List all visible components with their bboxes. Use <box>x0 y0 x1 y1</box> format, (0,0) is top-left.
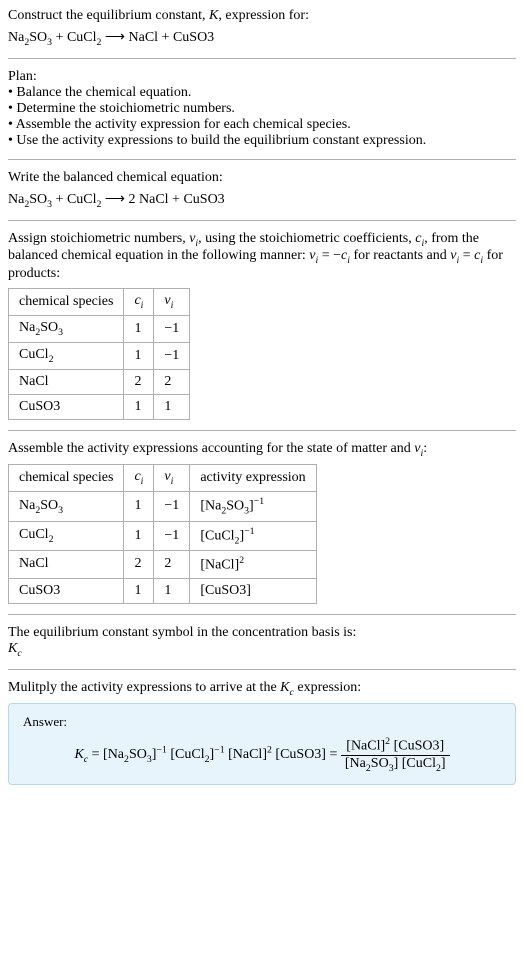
cell: 1 <box>124 342 154 369</box>
cell: 1 <box>124 394 154 419</box>
cell: 1 <box>124 315 154 342</box>
balanced-equation: Na2SO3 + CuCl2 ⟶ 2 NaCl + CuSO3 <box>8 190 516 210</box>
cell: −1 <box>154 521 190 550</box>
cell: CuCl2 <box>9 342 124 369</box>
balanced-section: Write the balanced chemical equation: Na… <box>8 170 516 210</box>
answer-label: Answer: <box>23 714 501 730</box>
plan-item: • Assemble the activity expression for e… <box>8 117 516 133</box>
unbalanced-equation: Na2SO3 + CuCl2 ⟶ NaCl + CuSO3 <box>8 28 516 48</box>
stoich-section: Assign stoichiometric numbers, νi , using… <box>8 231 516 420</box>
k-var: K <box>209 8 218 23</box>
answer-box: Answer: Kc = [Na2SO3]−1 [CuCl2]−1 [NaCl]… <box>8 703 516 784</box>
divider <box>8 159 516 160</box>
divider <box>8 614 516 615</box>
stoich-text-d: for reactants and <box>350 248 450 263</box>
plan-item: • Balance the chemical equation. <box>8 85 516 101</box>
divider <box>8 220 516 221</box>
divider <box>8 58 516 59</box>
cell: NaCl <box>9 551 124 579</box>
th-species: chemical species <box>9 289 124 316</box>
th-ci: ci <box>124 465 154 492</box>
header-section: Construct the equilibrium constant, K, e… <box>8 8 516 48</box>
cell: −1 <box>154 342 190 369</box>
answer-expression: Kc = [Na2SO3]−1 [CuCl2]−1 [NaCl]2 [CuSO3… <box>23 736 501 773</box>
activity-label-a: Assemble the activity expressions accoun… <box>8 441 414 456</box>
cell: CuSO3 <box>9 394 124 419</box>
th-activity: activity expression <box>190 465 316 492</box>
cell: 2 <box>154 551 190 579</box>
cell: [Na2SO3]−1 <box>190 492 316 521</box>
cell: −1 <box>154 492 190 521</box>
cell: 1 <box>124 492 154 521</box>
cell: 2 <box>124 551 154 579</box>
cell: [CuSO3] <box>190 578 316 603</box>
construct-line: Construct the equilibrium constant, K, e… <box>8 8 516 24</box>
plan-title: Plan: <box>8 69 516 85</box>
kc-symbol-label: The equilibrium constant symbol in the c… <box>8 625 516 641</box>
th-nui: νi <box>154 465 190 492</box>
multiply-section: Mulitply the activity expressions to arr… <box>8 680 516 698</box>
divider <box>8 669 516 670</box>
stoich-text-a: Assign stoichiometric numbers, <box>8 231 189 246</box>
multiply-label-a: Mulitply the activity expressions to arr… <box>8 680 280 695</box>
plan-section: Plan: • Balance the chemical equation. •… <box>8 69 516 149</box>
divider <box>8 430 516 431</box>
cell: 1 <box>154 578 190 603</box>
stoich-text: Assign stoichiometric numbers, νi, using… <box>8 231 516 283</box>
cell: NaCl <box>9 369 124 394</box>
cell: −1 <box>154 315 190 342</box>
cell: 1 <box>154 394 190 419</box>
balanced-label: Write the balanced chemical equation: <box>8 170 516 186</box>
stoich-table: chemical species ci νi Na2SO31−1 CuCl21−… <box>8 288 190 419</box>
activity-label: Assemble the activity expressions accoun… <box>8 441 516 459</box>
cell: [CuCl2]−1 <box>190 521 316 550</box>
cell: 1 <box>124 521 154 550</box>
activity-table: chemical species ci νi activity expressi… <box>8 464 317 603</box>
plan-item: • Use the activity expressions to build … <box>8 133 516 149</box>
cell: Na2SO3 <box>9 492 124 521</box>
cell: 2 <box>124 369 154 394</box>
th-ci: ci <box>124 289 154 316</box>
cell: 1 <box>124 578 154 603</box>
construct-text-a: Construct the equilibrium constant, <box>8 8 209 23</box>
kc-symbol-section: The equilibrium constant symbol in the c… <box>8 625 516 659</box>
stoich-text-b: , using the stoichiometric coefficients, <box>198 231 415 246</box>
activity-label-b: : <box>423 441 427 456</box>
th-species: chemical species <box>9 465 124 492</box>
kc-symbol-value: Kc <box>8 641 516 659</box>
construct-text-b: , expression for: <box>218 8 309 23</box>
cell: CuSO3 <box>9 578 124 603</box>
cell: 2 <box>154 369 190 394</box>
th-nui: νi <box>154 289 190 316</box>
cell: Na2SO3 <box>9 315 124 342</box>
activity-section: Assemble the activity expressions accoun… <box>8 441 516 604</box>
multiply-label-b: expression: <box>294 680 361 695</box>
plan-item: • Determine the stoichiometric numbers. <box>8 101 516 117</box>
cell: [NaCl]2 <box>190 551 316 579</box>
cell: CuCl2 <box>9 521 124 550</box>
